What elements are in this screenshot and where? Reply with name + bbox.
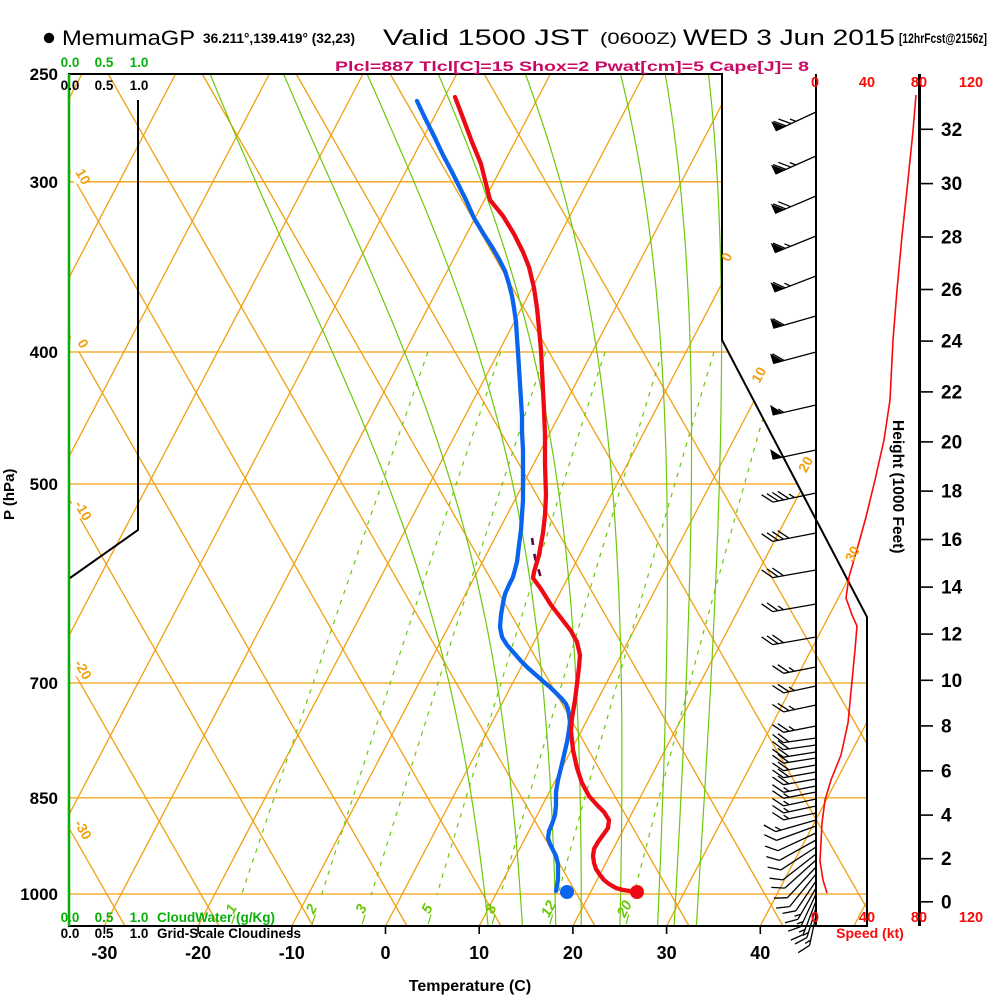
svg-text:Temperature (C): Temperature (C) (409, 978, 531, 995)
svg-text:500: 500 (30, 475, 58, 494)
svg-text:24: 24 (941, 332, 963, 353)
svg-text:10: 10 (941, 671, 962, 692)
svg-text:-30: -30 (91, 943, 117, 963)
svg-text:0: 0 (380, 943, 390, 963)
svg-text:12: 12 (538, 898, 560, 920)
svg-text:80: 80 (911, 910, 927, 926)
svg-text:Speed (kt): Speed (kt) (836, 925, 904, 941)
svg-text:18: 18 (941, 482, 962, 503)
svg-text:40: 40 (859, 910, 875, 926)
svg-text:0: 0 (811, 910, 819, 926)
svg-text:40: 40 (859, 75, 875, 91)
svg-text:250: 250 (30, 65, 58, 84)
svg-text:32: 32 (941, 120, 962, 141)
svg-text:300: 300 (30, 173, 58, 192)
svg-text:0.0: 0.0 (61, 926, 80, 941)
svg-text:36.211°,139.419° (32,23): 36.211°,139.419° (32,23) (203, 30, 355, 46)
svg-text:10: 10 (469, 943, 489, 963)
svg-text:0: 0 (941, 892, 952, 913)
svg-text:[12hrFcst@2156z]: [12hrFcst@2156z] (899, 31, 987, 46)
svg-text:(0600Z): (0600Z) (600, 29, 677, 48)
svg-text:120: 120 (959, 910, 983, 926)
svg-text:Plcl=887 Tlcl[C]=15 Shox=2 Pwa: Plcl=887 Tlcl[C]=15 Shox=2 Pwat[cm]=5 Ca… (335, 58, 809, 74)
svg-text:1.0: 1.0 (130, 55, 149, 70)
svg-text:20: 20 (941, 432, 962, 453)
svg-text:2: 2 (941, 849, 952, 870)
svg-text:26: 26 (941, 280, 962, 301)
svg-text:P (hPa): P (hPa) (1, 469, 18, 520)
svg-text:0: 0 (811, 75, 819, 91)
svg-text:Height (1000 Feet): Height (1000 Feet) (889, 420, 906, 554)
svg-text:400: 400 (30, 343, 58, 362)
svg-text:-10: -10 (279, 943, 305, 963)
svg-text:1.0: 1.0 (130, 78, 149, 93)
svg-text:80: 80 (911, 75, 927, 91)
svg-text:MemumaGP: MemumaGP (62, 27, 195, 50)
svg-text:0.0: 0.0 (61, 78, 80, 93)
svg-text:6: 6 (941, 761, 952, 782)
svg-text:0.5: 0.5 (95, 78, 114, 93)
svg-text:14: 14 (941, 578, 963, 599)
svg-text:30: 30 (657, 943, 677, 963)
svg-text:10: 10 (748, 364, 770, 385)
svg-text:22: 22 (941, 382, 962, 403)
svg-text:700: 700 (30, 674, 58, 693)
svg-text:1000: 1000 (20, 885, 58, 904)
svg-text:0.0: 0.0 (61, 55, 80, 70)
svg-text:Valid 1500 JST: Valid 1500 JST (383, 25, 589, 50)
svg-text:4: 4 (941, 806, 952, 827)
svg-text:WED 3 Jun 2015: WED 3 Jun 2015 (683, 25, 895, 50)
svg-text:20: 20 (614, 898, 636, 921)
svg-text:CloudWater (g/Kg): CloudWater (g/Kg) (157, 910, 275, 925)
svg-text:20: 20 (563, 943, 583, 963)
svg-text:30: 30 (941, 174, 962, 195)
svg-text:0.5: 0.5 (95, 55, 114, 70)
svg-text:20: 20 (795, 453, 817, 474)
svg-text:1.0: 1.0 (130, 926, 149, 941)
svg-text:120: 120 (959, 75, 983, 91)
svg-text:8: 8 (941, 716, 952, 737)
svg-text:30: 30 (842, 543, 864, 564)
svg-text:1.0: 1.0 (130, 910, 149, 925)
svg-text:10: 10 (73, 166, 95, 188)
svg-text:850: 850 (30, 789, 58, 808)
svg-text:40: 40 (750, 943, 770, 963)
svg-text:16: 16 (941, 530, 962, 551)
svg-text:Grid-Scale Cloudiness: Grid-Scale Cloudiness (157, 926, 301, 941)
svg-text:0.5: 0.5 (95, 910, 114, 925)
svg-text:12: 12 (941, 625, 962, 646)
svg-text:0.5: 0.5 (95, 926, 114, 941)
svg-text:28: 28 (941, 228, 962, 249)
svg-text:-20: -20 (185, 943, 211, 963)
svg-text:0.0: 0.0 (61, 910, 80, 925)
